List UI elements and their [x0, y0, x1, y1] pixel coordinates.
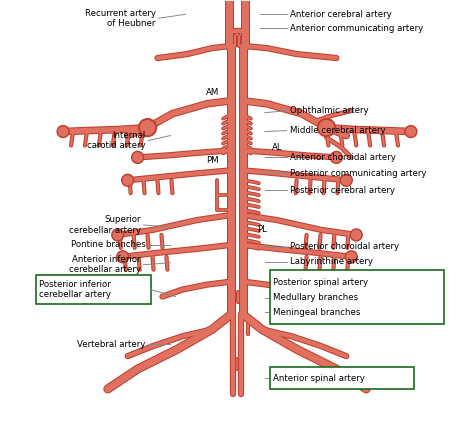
- Text: Posterior inferior
cerebellar artery: Posterior inferior cerebellar artery: [39, 280, 111, 299]
- Text: Anterior cerebral artery: Anterior cerebral artery: [290, 10, 392, 19]
- Bar: [270, 270, 444, 324]
- Text: AM: AM: [206, 88, 219, 97]
- Text: Posterior communicating artery: Posterior communicating artery: [290, 169, 426, 178]
- Circle shape: [141, 121, 155, 134]
- Circle shape: [122, 174, 134, 186]
- Text: PM: PM: [207, 156, 219, 165]
- Circle shape: [350, 229, 362, 241]
- Circle shape: [342, 176, 351, 185]
- Circle shape: [118, 252, 127, 261]
- Text: Anterior inferior
cerebellar artery: Anterior inferior cerebellar artery: [69, 255, 141, 275]
- Circle shape: [319, 121, 333, 134]
- Text: Pontine branches: Pontine branches: [71, 240, 146, 249]
- Circle shape: [405, 125, 417, 138]
- Circle shape: [112, 229, 124, 241]
- Circle shape: [406, 127, 415, 136]
- Text: Superior
cerebellar artery: Superior cerebellar artery: [69, 215, 141, 235]
- Text: Anterior choroidal artery: Anterior choroidal artery: [290, 153, 395, 162]
- Bar: [36, 275, 151, 304]
- Circle shape: [340, 174, 352, 186]
- Circle shape: [132, 151, 144, 163]
- Text: PL: PL: [257, 226, 267, 235]
- Text: Recurrent artery
of Heubner: Recurrent artery of Heubner: [84, 8, 155, 28]
- Text: Posterior choroidal artery: Posterior choroidal artery: [290, 243, 399, 251]
- Circle shape: [330, 151, 342, 163]
- Circle shape: [346, 251, 357, 263]
- Text: Posterior cerebral artery: Posterior cerebral artery: [290, 186, 395, 195]
- Circle shape: [138, 119, 156, 137]
- Circle shape: [352, 231, 361, 239]
- Text: Anterior communicating artery: Anterior communicating artery: [290, 24, 423, 33]
- Circle shape: [117, 251, 128, 263]
- Bar: [270, 367, 414, 389]
- Text: Medullary branches: Medullary branches: [273, 293, 358, 302]
- Circle shape: [133, 153, 142, 162]
- Text: Labyrinthine artery: Labyrinthine artery: [290, 257, 373, 266]
- Text: Ophthalmic artery: Ophthalmic artery: [290, 106, 368, 115]
- Text: Meningeal branches: Meningeal branches: [273, 308, 360, 317]
- Circle shape: [57, 125, 69, 138]
- Circle shape: [113, 231, 122, 239]
- Text: Vertebral artery: Vertebral artery: [77, 340, 146, 349]
- Circle shape: [332, 153, 341, 162]
- Circle shape: [59, 127, 68, 136]
- Text: Anterior spinal artery: Anterior spinal artery: [273, 373, 365, 383]
- Text: AL: AL: [272, 143, 283, 152]
- Text: Posterior spinal artery: Posterior spinal artery: [273, 278, 368, 287]
- Text: Middle cerebral artery: Middle cerebral artery: [290, 126, 385, 135]
- Text: Internal
carotid artery: Internal carotid artery: [87, 131, 146, 150]
- Circle shape: [318, 119, 336, 137]
- Circle shape: [347, 252, 356, 261]
- Circle shape: [123, 176, 132, 185]
